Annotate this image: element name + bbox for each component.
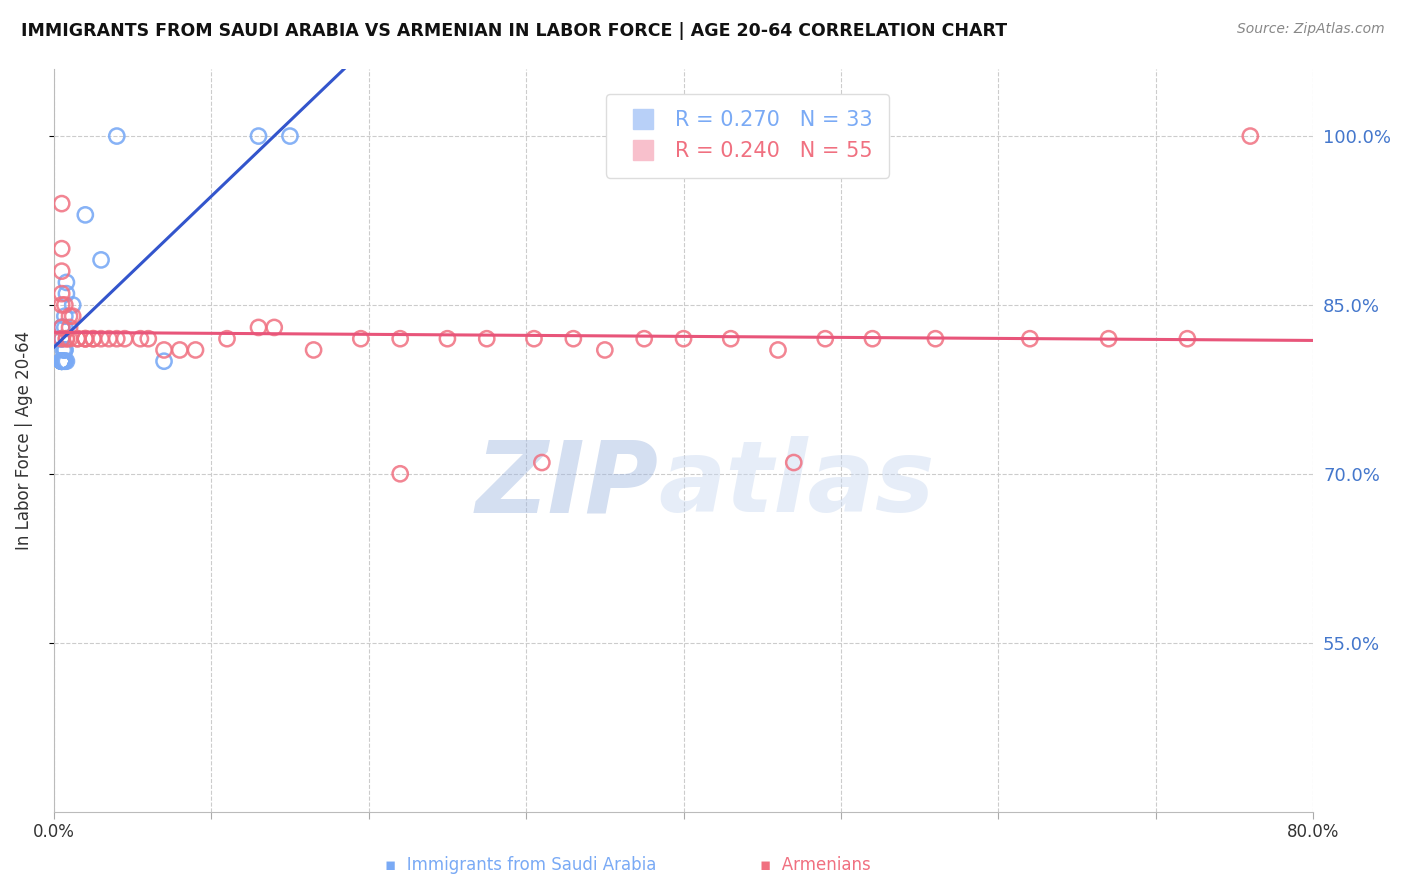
Point [1239,129,1261,144]
Point [52,354,75,368]
Point [783,456,806,470]
Point [82,332,104,346]
Point [53,354,76,368]
Point [51,354,73,368]
Point [90,332,112,346]
Point [215,332,238,346]
Point [51,264,73,278]
Point [51,298,73,312]
Point [136,332,159,346]
Point [302,343,325,357]
Point [51,354,73,368]
Point [55,332,77,346]
Point [53,298,76,312]
Point [247,129,270,144]
Point [263,320,285,334]
Point [153,354,176,368]
Point [66,332,89,346]
Point [51,354,73,368]
Legend: R = 0.270   N = 33, R = 0.240   N = 55: R = 0.270 N = 33, R = 0.240 N = 55 [606,94,889,178]
Point [53,343,76,357]
Point [475,332,498,346]
Point [53,343,76,357]
Point [184,343,207,357]
Point [169,343,191,357]
Point [51,354,73,368]
Point [51,354,73,368]
Point [53,309,76,323]
Point [90,252,112,267]
Point [75,332,97,346]
Point [51,354,73,368]
Point [55,354,77,368]
Point [278,129,301,144]
Point [862,332,884,346]
Point [53,354,76,368]
Point [814,332,837,346]
Point [51,320,73,334]
Text: ZIP: ZIP [475,436,658,533]
Point [51,332,73,346]
Point [51,320,73,334]
Point [350,332,373,346]
Point [52,343,75,357]
Point [672,332,695,346]
Point [62,309,84,323]
Point [51,196,73,211]
Point [389,332,412,346]
Y-axis label: In Labor Force | Age 20-64: In Labor Force | Age 20-64 [15,330,32,549]
Text: IMMIGRANTS FROM SAUDI ARABIA VS ARMENIAN IN LABOR FORCE | AGE 20-64 CORRELATION : IMMIGRANTS FROM SAUDI ARABIA VS ARMENIAN… [21,22,1007,40]
Point [62,298,84,312]
Text: atlas: atlas [658,436,935,533]
Point [114,332,136,346]
Point [105,332,128,346]
Point [51,242,73,256]
Point [82,332,104,346]
Point [51,332,73,346]
Point [51,320,73,334]
Point [58,309,80,323]
Point [75,332,97,346]
Point [58,332,80,346]
Point [720,332,742,346]
Point [58,320,80,334]
Text: ▪  Immigrants from Saudi Arabia: ▪ Immigrants from Saudi Arabia [384,855,657,873]
Point [75,208,97,222]
Point [562,332,585,346]
Point [51,354,73,368]
Point [593,343,616,357]
Point [75,332,97,346]
Point [55,332,77,346]
Point [66,332,89,346]
Point [51,354,73,368]
Text: ▪  Armenians: ▪ Armenians [761,855,870,873]
Point [55,286,77,301]
Point [97,332,120,346]
Point [51,354,73,368]
Point [55,276,77,290]
Point [129,332,152,346]
Point [105,129,128,144]
Point [247,320,270,334]
Point [51,354,73,368]
Point [633,332,655,346]
Text: Source: ZipAtlas.com: Source: ZipAtlas.com [1237,22,1385,37]
Point [51,286,73,301]
Point [389,467,412,481]
Point [53,320,76,334]
Point [153,343,176,357]
Point [766,343,789,357]
Point [523,332,546,346]
Point [924,332,946,346]
Point [1097,332,1119,346]
Point [1019,332,1042,346]
Point [1175,332,1198,346]
Point [51,332,73,346]
Point [436,332,458,346]
Point [530,456,553,470]
Point [51,332,73,346]
